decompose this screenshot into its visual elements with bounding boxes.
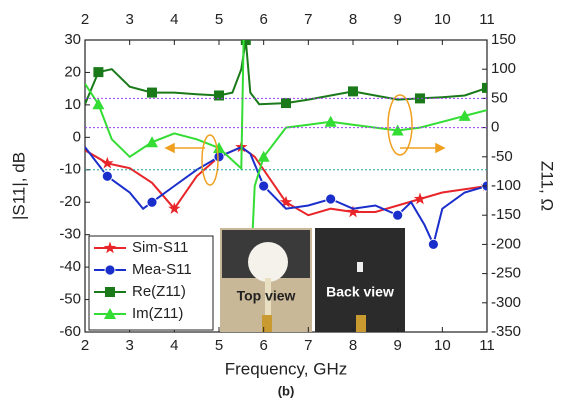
y-tick-label: 10 <box>64 96 81 113</box>
x-tick-label: 6 <box>259 11 267 28</box>
marker <box>427 238 439 250</box>
marker <box>104 264 116 276</box>
marker <box>346 205 360 218</box>
y2-tick-label: -100 <box>491 177 521 194</box>
x-tick-label: 4 <box>170 11 178 28</box>
y2-tick-label: -250 <box>491 265 521 282</box>
y-tick-label: -50 <box>59 291 81 308</box>
x-tick-label: 7 <box>304 11 312 28</box>
y-tick-label: 20 <box>64 63 81 80</box>
x-tick-label: 3 <box>125 11 133 28</box>
marker <box>101 170 113 182</box>
marker <box>147 87 157 98</box>
x-tick-label: 5 <box>215 11 223 28</box>
y-tick-label: -20 <box>59 193 81 210</box>
x-axis-label: Frequency, GHz <box>225 359 348 378</box>
x-tick-label: 9 <box>393 11 401 28</box>
y-tick-label: 0 <box>73 128 81 145</box>
marker <box>325 193 337 205</box>
x-tick-label: 5 <box>215 337 223 354</box>
x-tick-label: 10 <box>434 337 451 354</box>
marker <box>482 82 487 93</box>
x-tick-label: 3 <box>125 337 133 354</box>
inset-photo: Top view Back view <box>220 228 405 332</box>
marker <box>348 86 358 97</box>
y-tick-label: -60 <box>59 323 81 340</box>
legend-label: Re(Z11) <box>132 283 186 300</box>
marker <box>391 124 404 136</box>
marker <box>214 90 224 101</box>
y-tick-label: -30 <box>59 226 81 243</box>
legend-label: Im(Z11) <box>132 305 183 322</box>
y2-tick-label: 50 <box>491 89 508 106</box>
inset-label: Top view <box>237 288 296 304</box>
marker <box>105 287 115 297</box>
marker <box>146 196 158 208</box>
y2-tick-label: -50 <box>491 148 513 165</box>
marker <box>213 151 225 163</box>
x-tick-label: 8 <box>349 337 357 354</box>
legend-label: Mea-S11 <box>132 261 192 278</box>
y-axis-label: |S11|, dB <box>9 152 28 220</box>
marker <box>93 67 104 78</box>
marker <box>415 93 425 104</box>
x-tick-label: 4 <box>170 337 178 354</box>
x-tick-label: 2 <box>81 337 89 354</box>
marker <box>324 115 337 127</box>
y2-tick-label: 100 <box>491 60 516 77</box>
marker <box>257 150 270 162</box>
y2-tick-label: -150 <box>491 206 521 223</box>
marker <box>413 192 427 205</box>
annotations <box>164 94 446 186</box>
marker <box>279 195 293 208</box>
x-tick-label: 11 <box>479 11 495 28</box>
caption: (b) <box>278 383 295 398</box>
y2-tick-label: -200 <box>491 235 521 252</box>
y2-tick-label: 150 <box>491 31 516 48</box>
y2-tick-label: -300 <box>491 294 521 311</box>
x-tick-label: 7 <box>304 337 312 354</box>
marker <box>104 308 116 319</box>
series-line <box>85 40 487 106</box>
x-tick-label: 9 <box>393 337 401 354</box>
y2-tick-label: 0 <box>491 119 499 136</box>
y-tick-label: -40 <box>59 258 81 275</box>
marker <box>168 202 181 214</box>
marker <box>146 136 158 148</box>
marker <box>92 98 105 110</box>
marker <box>101 156 114 169</box>
series-line <box>85 145 487 217</box>
marker <box>213 142 225 154</box>
y2-axis-label: Z11, Ω <box>538 161 557 211</box>
marker <box>281 98 291 109</box>
marker <box>240 40 251 45</box>
marker <box>258 180 270 192</box>
x-tick-label: 8 <box>349 11 357 28</box>
y-tick-label: -10 <box>59 161 81 178</box>
y2-tick-label: -350 <box>491 323 521 340</box>
x-tick-label: 6 <box>259 337 267 354</box>
x-tick-label: 10 <box>434 11 451 28</box>
x-tick-label: 2 <box>81 11 89 28</box>
inset-label: Back view <box>326 284 394 300</box>
y-tick-label: 30 <box>64 31 81 48</box>
legend-label: Sim-S11 <box>132 239 188 256</box>
marker <box>392 209 404 221</box>
marker <box>458 109 471 121</box>
x-tick-label: 11 <box>479 337 495 354</box>
marker <box>103 241 117 254</box>
